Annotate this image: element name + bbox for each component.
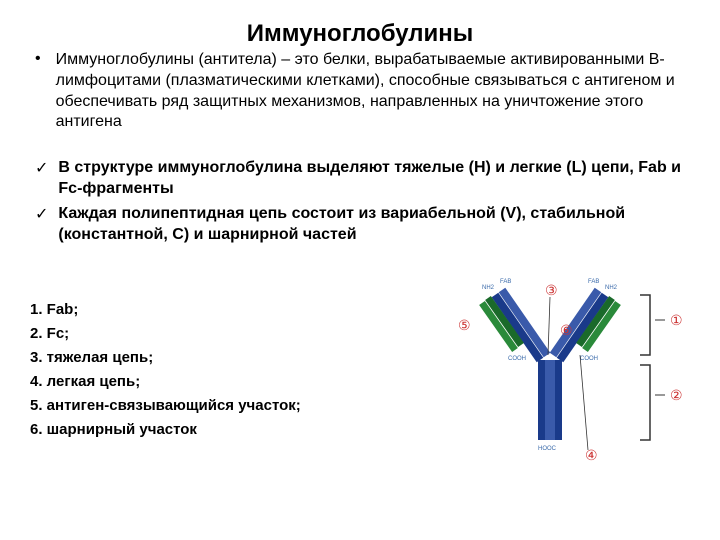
- legend-item: 3. тяжелая цепь;: [30, 346, 301, 370]
- label-2: ②: [670, 387, 683, 403]
- bracket-fc: [640, 365, 650, 440]
- bullet-icon: •: [35, 50, 41, 133]
- definition-block: • Иммуноглобулины (антитела) – это белки…: [30, 50, 690, 133]
- structure-text: Каждая полипептидная цепь состоит из вар…: [58, 204, 690, 246]
- stem: [542, 360, 558, 440]
- label-5: ⑤: [458, 317, 471, 333]
- structure-item: ✓ Каждая полипептидная цепь состоит из в…: [30, 204, 690, 246]
- nh2-label: NH2: [605, 285, 618, 291]
- cooh-label: COOH: [508, 356, 526, 362]
- label-1: ①: [670, 312, 683, 328]
- legend-item: 4. легкая цепь;: [30, 370, 301, 394]
- page-title: Иммуноглобулины: [30, 20, 690, 48]
- left-arm: [482, 290, 547, 360]
- structure-text: В структуре иммуноглобулина выделяют тяж…: [58, 158, 690, 200]
- check-icon: ✓: [35, 204, 48, 246]
- label-4: ④: [585, 447, 598, 463]
- legend-item: 6. шарнирный участок: [30, 418, 301, 442]
- bracket-fab: [640, 295, 650, 355]
- nh2-label: NH2: [482, 285, 495, 291]
- legend-item: 2. Fc;: [30, 322, 301, 346]
- fab-label: FAB: [588, 279, 599, 285]
- pointer-line: [548, 297, 550, 355]
- pointer-line: [580, 355, 588, 450]
- fab-label: FAB: [500, 279, 511, 285]
- cooh-label: COOH: [580, 356, 598, 362]
- label-3: ③: [545, 282, 558, 298]
- label-6: ⑥: [560, 322, 573, 338]
- structure-item: ✓ В структуре иммуноглобулина выделяют т…: [30, 158, 690, 200]
- definition-text: Иммуноглобулины (антитела) – это белки, …: [56, 50, 690, 133]
- immunoglobulin-diagram: ① ② ③ ④ ⑤ ⑥ NH2 NH2 COOH COOH FAB FAB HO…: [440, 275, 690, 465]
- legend-item: 5. антиген-связывающийся участок;: [30, 394, 301, 418]
- legend-list: 1. Fab; 2. Fc; 3. тяжелая цепь; 4. легка…: [30, 298, 301, 442]
- structure-block: ✓ В структуре иммуноглобулина выделяют т…: [30, 158, 690, 245]
- legend-item: 1. Fab;: [30, 298, 301, 322]
- antibody-svg: ① ② ③ ④ ⑤ ⑥ NH2 NH2 COOH COOH FAB FAB HO…: [440, 275, 690, 465]
- check-icon: ✓: [35, 158, 48, 200]
- hooc-label: HOOC: [538, 446, 557, 452]
- bottom-section: 1. Fab; 2. Fc; 3. тяжелая цепь; 4. легка…: [30, 275, 690, 465]
